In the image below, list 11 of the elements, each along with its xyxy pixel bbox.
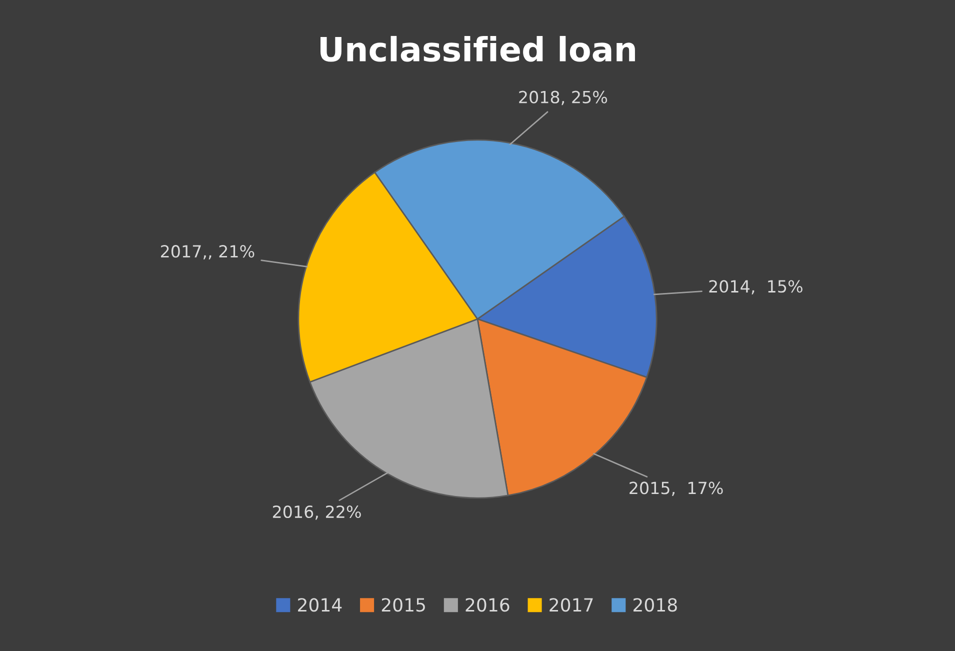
chart-title: Unclassified loan (320, 36, 635, 62)
legend-label: 2017 (550, 598, 593, 612)
data-label: 2015, 17% (630, 482, 723, 496)
legend-label: 2014 (298, 598, 342, 612)
data-label: 2014, 15% (709, 280, 802, 294)
legend-label: 2018 (634, 598, 677, 612)
legend-label: 2016 (466, 598, 510, 612)
data-label: 2016, 22% (272, 505, 361, 520)
legend-label: 2015 (382, 598, 425, 612)
data-label: 2017,, 21% (161, 245, 254, 260)
data-label: 2018, 25% (519, 90, 608, 106)
